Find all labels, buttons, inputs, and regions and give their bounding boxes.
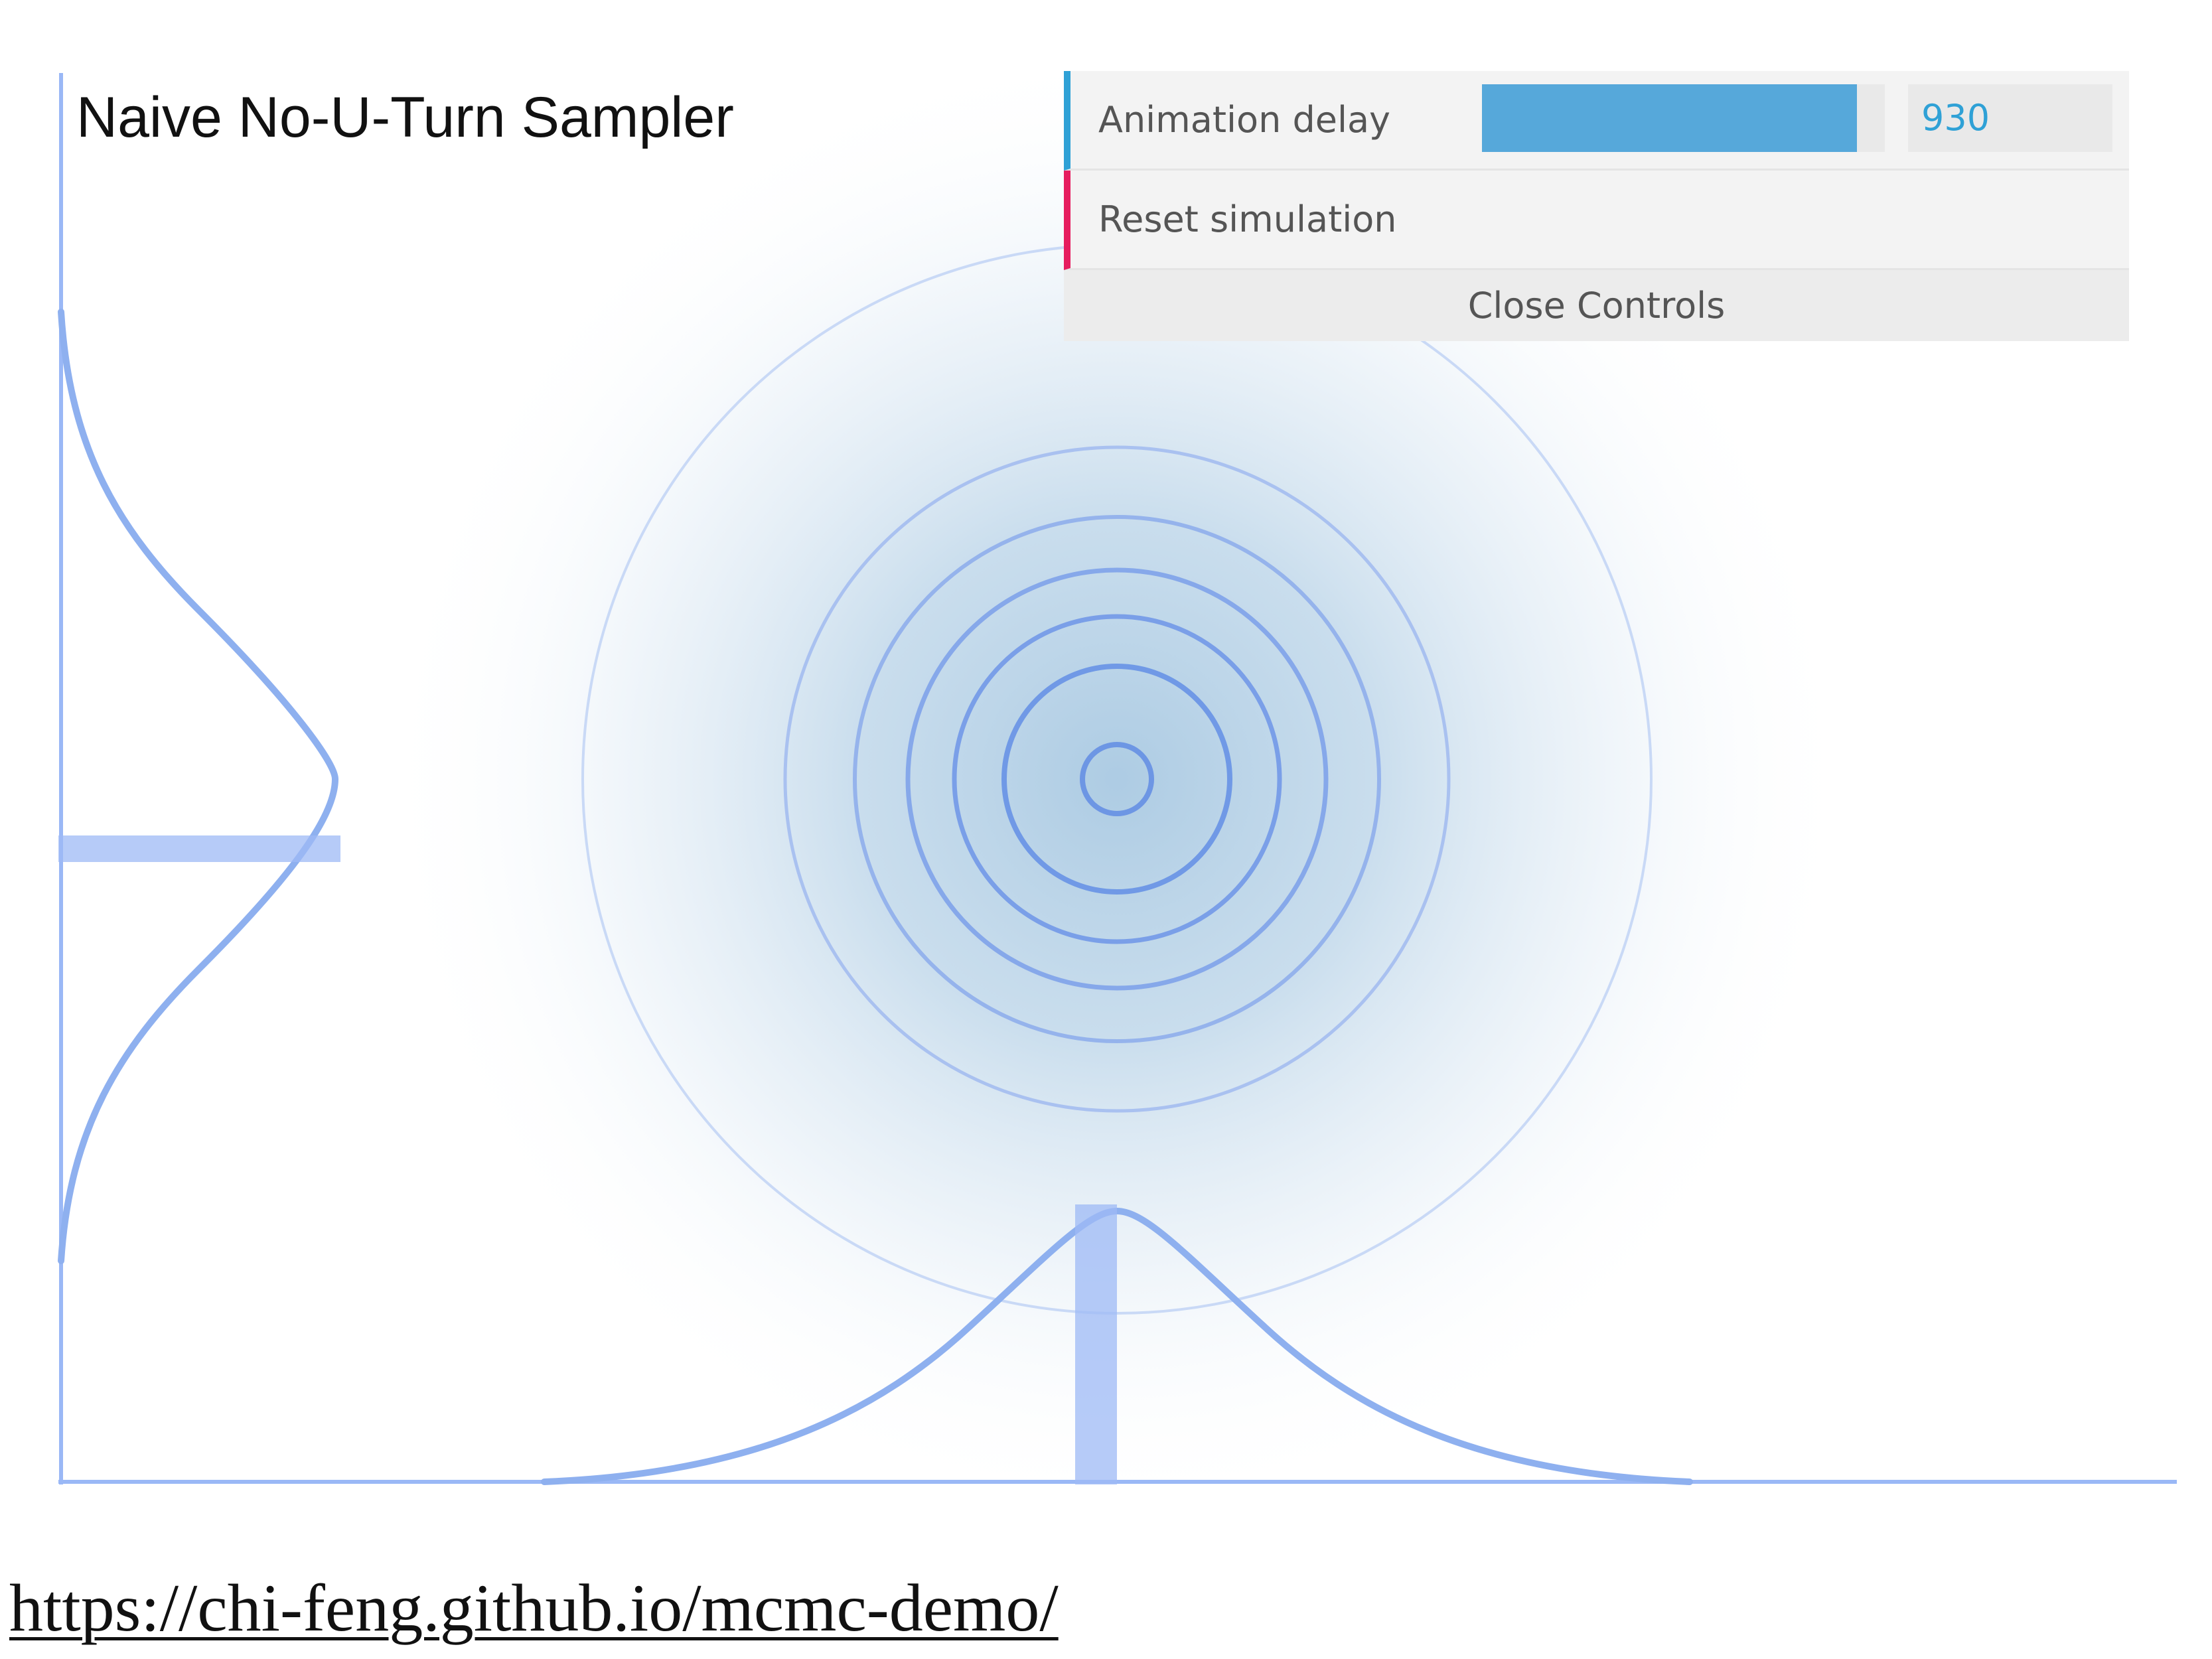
- animation-delay-label: Animation delay: [1098, 99, 1391, 141]
- animation-delay-slider-fill: [1482, 84, 1857, 152]
- animation-delay-value-input[interactable]: [1908, 84, 2112, 152]
- reset-simulation-label: Reset simulation: [1098, 198, 1397, 240]
- contour-ring: [783, 445, 1451, 1113]
- y-marginal-curve: [58, 309, 339, 1264]
- animation-delay-control[interactable]: Animation delay: [1064, 71, 2129, 171]
- source-url-link[interactable]: https://chi-feng.github.io/mcmc-demo/: [9, 1571, 1059, 1646]
- density-heatmap: [380, 42, 1854, 1516]
- contour-ring: [952, 614, 1282, 944]
- y-marginal-sample-bar: [58, 835, 340, 862]
- contour-ring: [1001, 664, 1232, 895]
- animation-delay-slider[interactable]: [1482, 84, 1885, 152]
- close-controls-button[interactable]: Close Controls: [1064, 270, 2129, 341]
- controls-panel: Animation delay Reset simulation Close C…: [1064, 71, 2129, 341]
- simulation-title: Naive No-U-Turn Sampler: [76, 86, 734, 149]
- contour-ring: [1080, 742, 1154, 816]
- contour-ring: [853, 515, 1381, 1043]
- reset-simulation-button[interactable]: Reset simulation: [1064, 171, 2129, 270]
- contour-ring: [905, 567, 1329, 991]
- x-marginal-sample-bar: [1075, 1204, 1117, 1484]
